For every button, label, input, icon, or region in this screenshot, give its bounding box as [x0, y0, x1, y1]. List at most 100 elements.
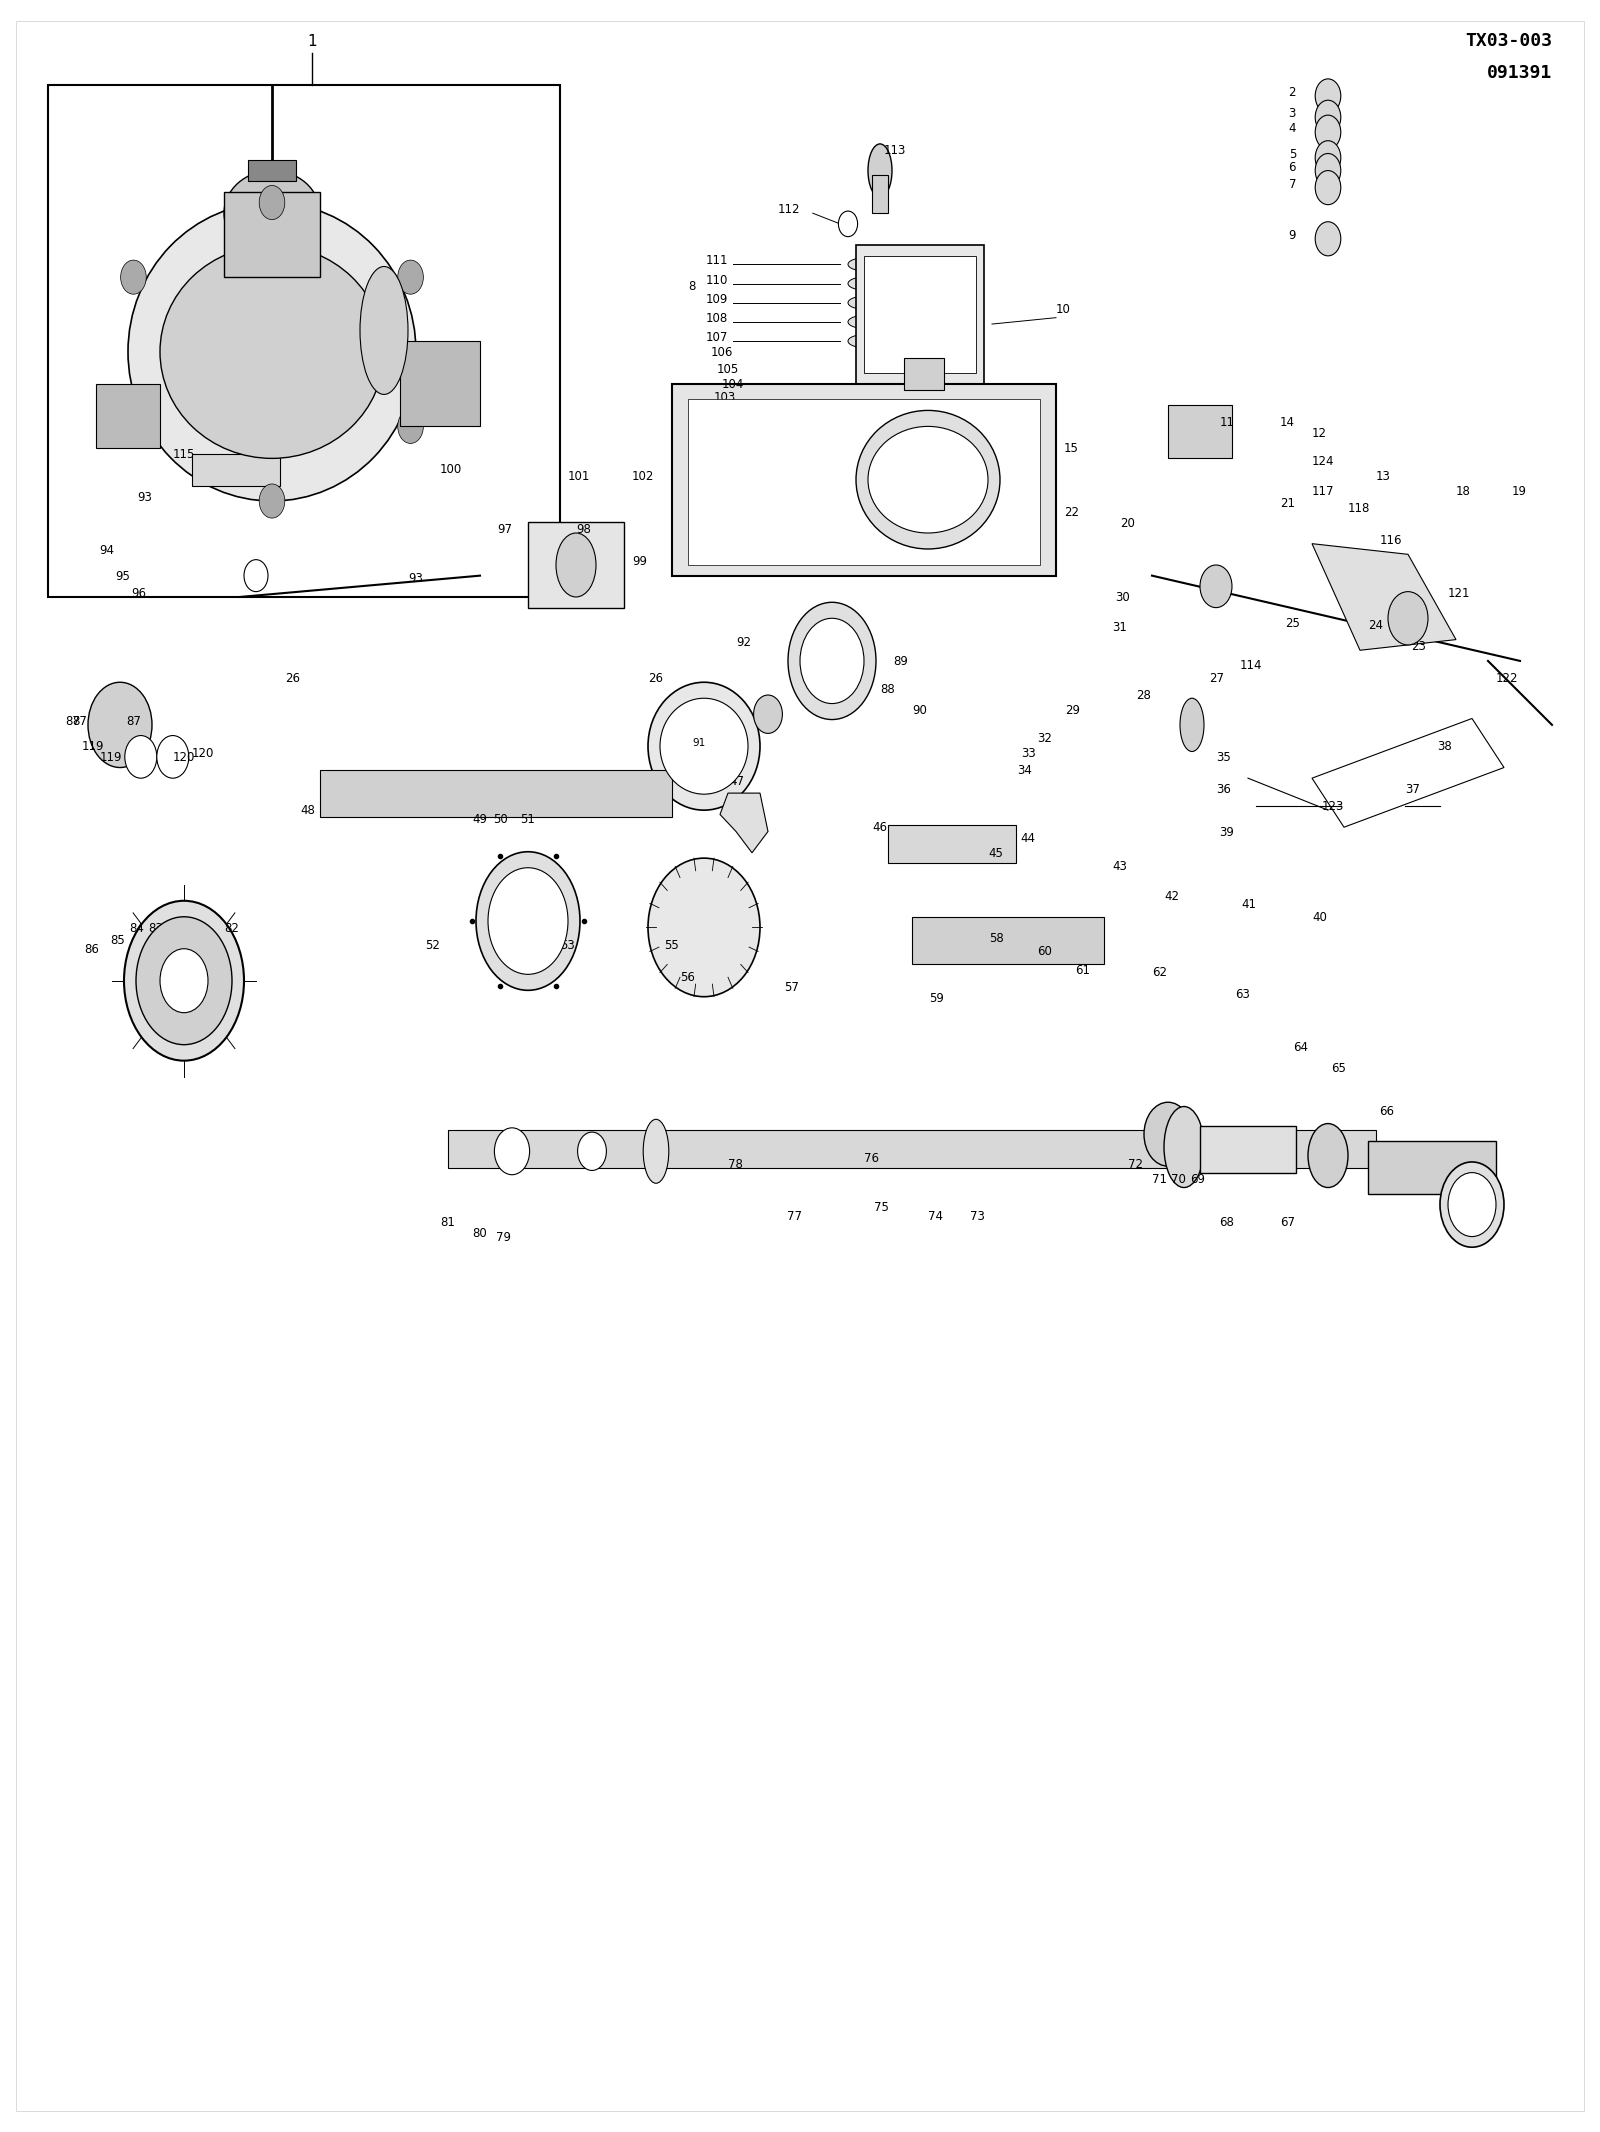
Text: 86: 86	[85, 942, 99, 955]
Circle shape	[398, 409, 424, 443]
Bar	[400, 341, 480, 426]
Text: 121: 121	[1448, 586, 1470, 599]
Text: 12: 12	[1312, 426, 1326, 439]
Text: 93: 93	[408, 571, 422, 584]
Text: 80: 80	[472, 1226, 486, 1239]
Text: 120: 120	[192, 746, 214, 759]
Text: 1: 1	[307, 34, 317, 49]
Text: 91: 91	[693, 738, 706, 748]
Bar	[864, 256, 976, 373]
Text: 124: 124	[1312, 454, 1334, 467]
Text: 091391: 091391	[1486, 64, 1552, 81]
Ellipse shape	[578, 1132, 606, 1170]
Bar	[528, 522, 624, 608]
Text: 37: 37	[1405, 782, 1419, 795]
Ellipse shape	[838, 211, 858, 237]
Text: 58: 58	[989, 932, 1003, 944]
Text: 13: 13	[1376, 469, 1390, 482]
Text: 5: 5	[1288, 147, 1296, 160]
Text: 101: 101	[568, 469, 590, 482]
Bar	[1168, 405, 1232, 458]
Ellipse shape	[848, 258, 880, 271]
Text: 30: 30	[1115, 591, 1130, 603]
Text: 119: 119	[99, 750, 122, 763]
Text: 26: 26	[648, 672, 662, 684]
Bar	[872, 175, 888, 213]
Text: 39: 39	[1219, 825, 1234, 838]
Text: 120: 120	[173, 750, 195, 763]
Text: 14: 14	[1280, 416, 1294, 429]
Ellipse shape	[160, 949, 208, 1013]
Ellipse shape	[477, 853, 579, 991]
Bar	[912, 917, 1104, 964]
Ellipse shape	[856, 409, 1000, 548]
Text: 75: 75	[874, 1200, 888, 1213]
Text: 31: 31	[1112, 620, 1126, 633]
Text: 82: 82	[224, 921, 238, 934]
Polygon shape	[1312, 544, 1456, 650]
Text: 94: 94	[99, 544, 114, 556]
Text: 116: 116	[1379, 533, 1402, 546]
Ellipse shape	[867, 426, 987, 533]
Text: 104: 104	[722, 377, 744, 390]
Text: 92: 92	[736, 635, 750, 648]
Text: 119: 119	[82, 740, 104, 753]
Text: 70: 70	[1171, 1173, 1186, 1185]
Text: 77: 77	[787, 1209, 802, 1222]
Text: 48: 48	[301, 804, 315, 817]
Text: 65: 65	[1331, 1062, 1346, 1075]
Text: 90: 90	[912, 704, 926, 716]
Text: 7: 7	[1288, 177, 1296, 190]
Text: 69: 69	[1190, 1173, 1205, 1185]
Text: 81: 81	[440, 1215, 454, 1228]
Text: 67: 67	[1280, 1215, 1294, 1228]
Circle shape	[1315, 154, 1341, 188]
Ellipse shape	[848, 296, 880, 309]
Text: 6: 6	[1288, 160, 1296, 173]
Text: 84: 84	[130, 921, 144, 934]
Text: 88: 88	[880, 682, 894, 695]
Ellipse shape	[1165, 1107, 1205, 1188]
Text: 118: 118	[1347, 501, 1370, 514]
Text: 107: 107	[706, 330, 728, 343]
Text: 20: 20	[1120, 516, 1134, 529]
Text: 71: 71	[1152, 1173, 1166, 1185]
Bar	[688, 399, 1040, 565]
Bar	[48, 85, 560, 597]
Text: 10: 10	[1056, 303, 1070, 316]
Text: 123: 123	[1322, 800, 1344, 812]
Ellipse shape	[224, 171, 320, 256]
Text: 103: 103	[714, 390, 736, 403]
Text: 113: 113	[883, 143, 906, 156]
Ellipse shape	[494, 1128, 530, 1175]
Text: 11: 11	[1219, 416, 1234, 429]
Text: 95: 95	[115, 569, 130, 582]
Text: 66: 66	[1379, 1104, 1394, 1117]
Ellipse shape	[648, 859, 760, 998]
Text: 55: 55	[664, 938, 678, 951]
Text: 87: 87	[66, 714, 80, 727]
Text: 105: 105	[717, 362, 739, 375]
Text: 89: 89	[893, 655, 907, 667]
Text: 49: 49	[472, 812, 486, 825]
Ellipse shape	[160, 245, 384, 458]
Ellipse shape	[360, 266, 408, 394]
Text: 76: 76	[864, 1151, 878, 1164]
Text: 32: 32	[1037, 731, 1051, 744]
Text: 21: 21	[1280, 497, 1294, 510]
Text: 78: 78	[728, 1158, 742, 1170]
Text: 41: 41	[1242, 898, 1256, 910]
Circle shape	[1315, 115, 1341, 149]
Text: 9: 9	[1288, 228, 1296, 241]
Ellipse shape	[125, 900, 243, 1062]
Text: 108: 108	[706, 311, 728, 324]
Bar	[904, 358, 944, 390]
Polygon shape	[720, 793, 768, 853]
Ellipse shape	[848, 277, 880, 290]
Ellipse shape	[488, 868, 568, 974]
Text: 46: 46	[872, 821, 886, 834]
Text: 18: 18	[1456, 484, 1470, 497]
Bar	[888, 825, 1016, 863]
Ellipse shape	[1181, 697, 1205, 753]
Ellipse shape	[136, 917, 232, 1045]
